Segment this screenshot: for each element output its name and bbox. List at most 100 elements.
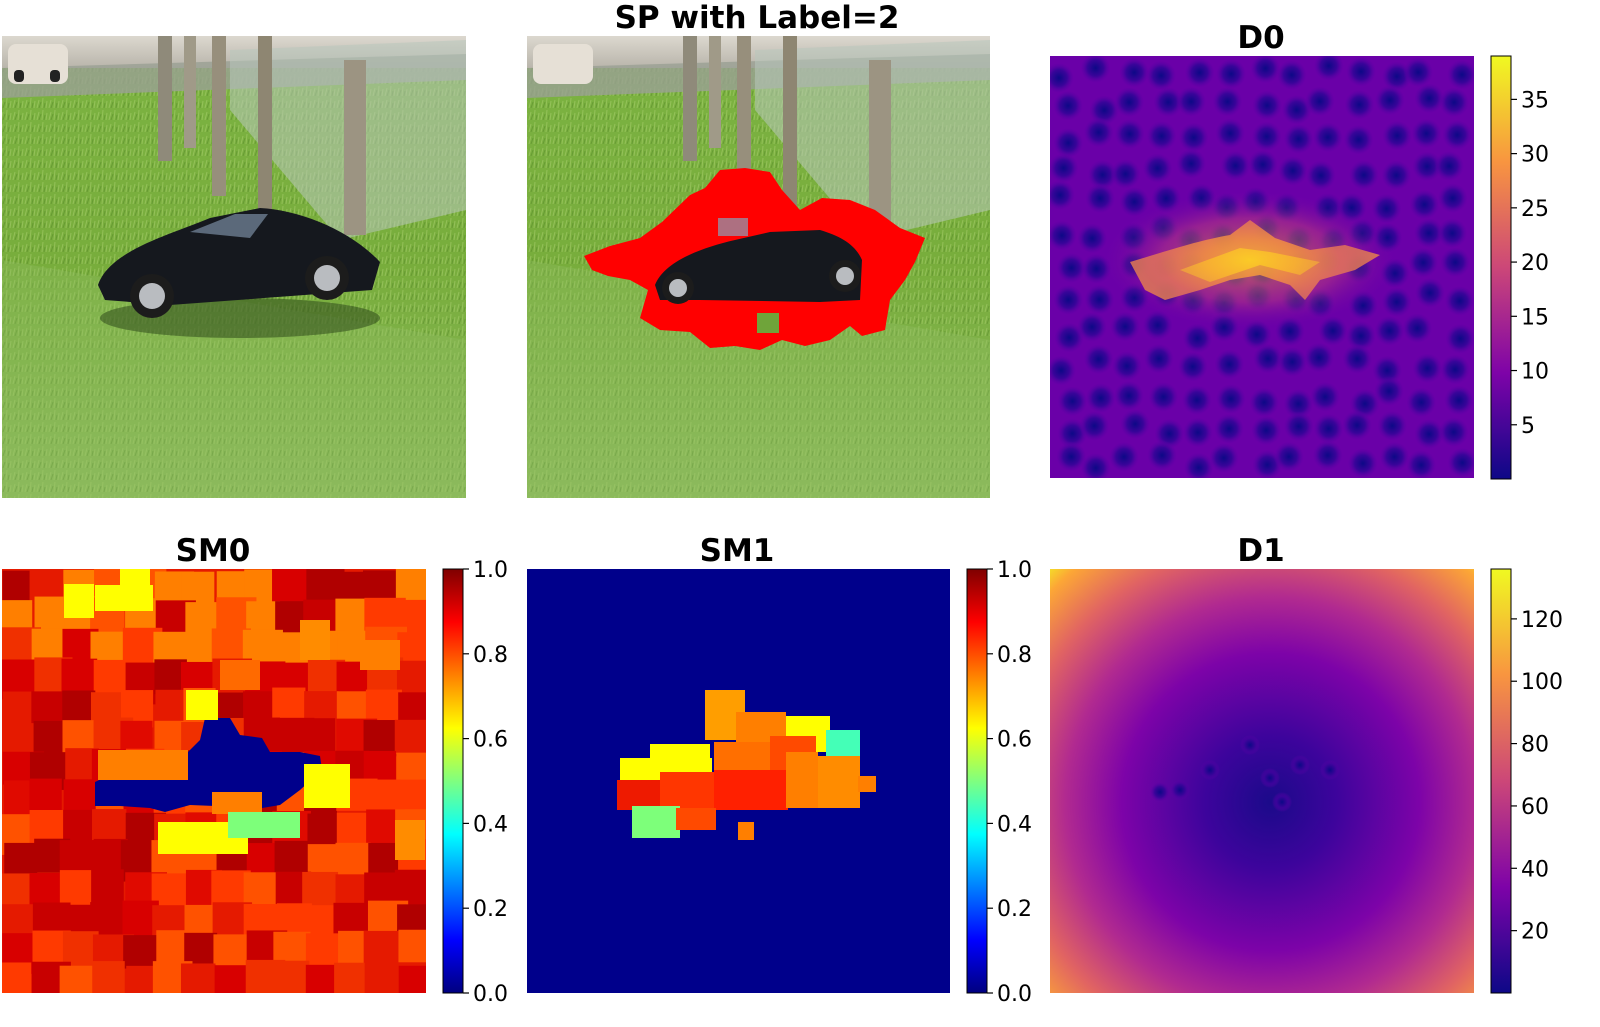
d0-cell-center xyxy=(1251,121,1282,152)
d1-colorbar-ticks: 20 40 60 80 100 120 xyxy=(1511,608,1563,945)
colorbar-tick-label: 0.0 xyxy=(473,982,508,1007)
d0-cell-center xyxy=(1114,87,1145,118)
d0-cell-center xyxy=(1281,94,1312,125)
sm0-colorbar-ticks: 0.0 0.2 0.4 0.6 0.8 1.0 xyxy=(463,558,508,1007)
d0-cell-center xyxy=(1277,346,1308,377)
d0-cell-center xyxy=(1153,87,1184,118)
d0-cell-center xyxy=(1250,56,1281,84)
d0-cell-center xyxy=(1403,57,1434,88)
sm0-superpixel xyxy=(398,929,426,963)
d0-cell-center xyxy=(1412,353,1443,384)
sm0-panel-title: SM0 xyxy=(176,533,251,569)
d0-cell-center xyxy=(1119,186,1150,217)
d0-cell-center xyxy=(1050,220,1077,251)
d1-center-dot xyxy=(1240,735,1260,755)
d0-cell-center xyxy=(1077,311,1108,342)
d0-cell-center xyxy=(1444,285,1474,316)
d0-panel-title: D0 xyxy=(1237,20,1284,56)
d0-cell-center xyxy=(1304,86,1335,117)
d0-cell-center xyxy=(1312,122,1343,153)
d0-cell-center xyxy=(1346,56,1377,87)
sm0-superpixel xyxy=(272,569,309,607)
d0-cell-center xyxy=(1212,86,1243,117)
d0-cell-center xyxy=(1406,450,1437,478)
d0-cell-center xyxy=(1142,153,1173,184)
d0-cell-center xyxy=(1437,218,1468,249)
d0-cell-center xyxy=(1347,448,1378,478)
sm0-superpixel xyxy=(61,658,98,695)
d0-cell-center xyxy=(1277,155,1308,186)
d0-cell-center xyxy=(1214,349,1245,380)
sm0-superpixel xyxy=(360,640,400,670)
colorbar-tick-label: 0.8 xyxy=(473,643,508,668)
d0-cell-center xyxy=(1381,160,1412,191)
sm0-colorbar: 0.0 0.2 0.4 0.6 0.8 1.0 xyxy=(442,558,508,1007)
d0-cell-center xyxy=(1305,160,1336,191)
d0-cell-center xyxy=(1080,56,1111,83)
sm0-superpixel xyxy=(395,820,425,860)
d1-center-dot xyxy=(1150,782,1170,802)
d0-cell-center xyxy=(1208,442,1239,473)
colorbar-tick-label: 40 xyxy=(1521,857,1549,882)
d0-cell-center xyxy=(1148,381,1179,412)
d0-cell-center xyxy=(1054,322,1085,353)
sm0-superpixel xyxy=(398,965,426,993)
d0-cell-center xyxy=(1214,413,1245,444)
sm1-panel-title: SM1 xyxy=(700,533,775,569)
sm0-superpixel xyxy=(277,960,310,993)
d0-cell-center xyxy=(1283,411,1314,442)
d0-colorbar-ticks: 5 10 15 20 25 30 35 xyxy=(1511,88,1549,439)
d0-cell-center xyxy=(1408,247,1439,278)
sp-panel-title: SP with Label=2 xyxy=(615,0,900,36)
d0-cell-center xyxy=(1343,124,1374,155)
d0-cell-center xyxy=(1371,193,1402,224)
d0-cell-center xyxy=(1050,62,1074,93)
sm0-car-mask xyxy=(95,718,322,812)
d0-cell-center xyxy=(1083,117,1114,148)
sm0-superpixel xyxy=(220,660,260,690)
d1-center-dot xyxy=(1170,780,1190,800)
d0-cell-center xyxy=(1249,387,1280,418)
d0-cell-center xyxy=(1413,218,1444,249)
d0-cell-center xyxy=(1440,247,1471,278)
d0-cell-center xyxy=(1439,87,1470,118)
sm0-superpixel xyxy=(64,584,94,618)
d0-cell-center xyxy=(1440,354,1471,385)
sm1-heatmap xyxy=(527,569,950,993)
sm0-superpixel xyxy=(180,963,216,993)
d0-cell-center xyxy=(1406,387,1437,418)
colorbar-tick-label: 120 xyxy=(1521,608,1563,633)
d0-cell-center xyxy=(1220,150,1251,181)
colorbar-tick-label: 0.4 xyxy=(473,812,508,837)
d0-cell-center xyxy=(1056,441,1087,472)
d0-cell-center xyxy=(1085,183,1116,214)
colorbar-tick-label: 1.0 xyxy=(997,558,1032,583)
d0-cell-center xyxy=(1147,440,1178,471)
colorbar-tick-label: 15 xyxy=(1521,305,1549,330)
sm0-superpixel xyxy=(29,810,67,844)
colorbar-tick-label: 0.2 xyxy=(997,897,1032,922)
d0-cell-center xyxy=(1381,287,1412,318)
d0-cell-center xyxy=(1443,385,1474,416)
d0-colorbar: 5 10 15 20 25 30 35 xyxy=(1490,55,1549,480)
d0-cell-center xyxy=(1050,152,1079,183)
d0-cell-center xyxy=(1446,59,1474,90)
d0-cell-center xyxy=(1251,415,1282,446)
d0-cell-center xyxy=(1374,85,1405,116)
colorbar-tick-label: 80 xyxy=(1521,733,1549,758)
d0-cell-center xyxy=(1087,159,1118,190)
d0-cell-center xyxy=(1084,284,1115,315)
d0-cell-center xyxy=(1053,284,1084,315)
d1-colorbar-gradient xyxy=(1490,568,1512,994)
d0-cell-center xyxy=(1317,315,1348,346)
colorbar-tick-label: 100 xyxy=(1521,670,1563,695)
colorbar-tick-label: 0.8 xyxy=(997,643,1032,668)
d0-cell-center xyxy=(1252,90,1283,121)
sm0-superpixel xyxy=(246,601,281,634)
d0-cell-center xyxy=(1109,441,1140,472)
colorbar-tick-label: 0.6 xyxy=(997,728,1032,753)
d0-cell-center xyxy=(1110,158,1141,189)
d0-cell-center xyxy=(1113,380,1144,411)
d0-cell-center xyxy=(1411,118,1442,149)
